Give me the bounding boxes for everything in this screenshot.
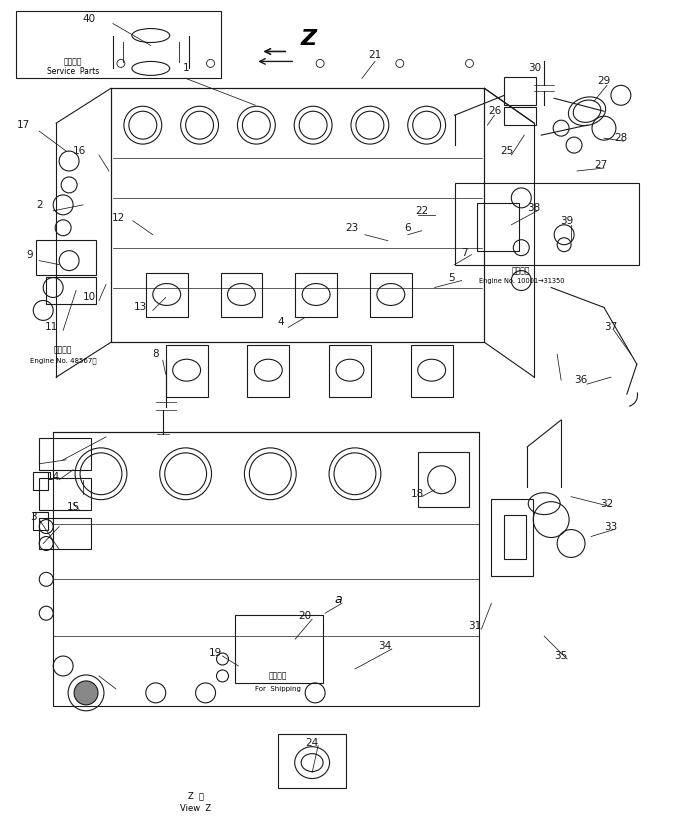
- Text: 30: 30: [528, 63, 541, 73]
- Text: 24: 24: [305, 738, 319, 748]
- Text: 28: 28: [614, 133, 627, 143]
- Bar: [370, 273, 412, 317]
- Text: 備品専用: 備品専用: [64, 57, 82, 66]
- Text: a: a: [334, 592, 342, 606]
- Bar: [504, 515, 527, 559]
- Bar: [295, 273, 337, 317]
- Bar: [417, 452, 469, 507]
- Bar: [166, 345, 207, 397]
- Text: 14: 14: [46, 472, 60, 482]
- Text: 15: 15: [66, 502, 79, 512]
- Text: 21: 21: [368, 51, 381, 61]
- Text: Z  視: Z 視: [187, 791, 204, 800]
- Text: 13: 13: [134, 303, 147, 313]
- Text: 32: 32: [600, 498, 614, 508]
- Text: 31: 31: [468, 622, 481, 631]
- Bar: [39, 478, 91, 510]
- Bar: [491, 498, 533, 577]
- Text: 適用号機: 適用号機: [54, 346, 73, 354]
- Bar: [278, 734, 346, 789]
- Text: 8: 8: [153, 349, 159, 359]
- Text: 37: 37: [605, 322, 618, 332]
- Bar: [329, 345, 371, 397]
- Bar: [146, 273, 188, 317]
- Text: 38: 38: [528, 203, 541, 213]
- Text: Engine No. 48567～: Engine No. 48567～: [30, 357, 97, 364]
- Text: 11: 11: [44, 322, 58, 332]
- Bar: [33, 472, 48, 490]
- Text: 22: 22: [415, 206, 428, 215]
- Text: 7: 7: [461, 248, 468, 258]
- Bar: [236, 615, 323, 683]
- Text: 6: 6: [404, 223, 411, 233]
- Text: For  Shipping: For Shipping: [256, 686, 301, 692]
- Bar: [39, 438, 91, 470]
- Bar: [410, 345, 453, 397]
- Text: 19: 19: [209, 648, 222, 658]
- Text: 1: 1: [182, 63, 189, 73]
- Text: 16: 16: [73, 146, 86, 156]
- Bar: [53, 432, 480, 706]
- Text: 適用号機: 適用号機: [512, 266, 531, 275]
- Text: Engine No. 10001→31350: Engine No. 10001→31350: [479, 278, 564, 284]
- Text: 40: 40: [82, 13, 95, 23]
- Text: 35: 35: [554, 651, 568, 661]
- Text: 39: 39: [560, 215, 574, 225]
- Text: 5: 5: [448, 273, 455, 283]
- Text: View  Z: View Z: [180, 804, 211, 813]
- Text: 17: 17: [17, 120, 30, 130]
- Bar: [477, 203, 520, 250]
- Text: 4: 4: [277, 317, 283, 327]
- Text: 3: 3: [30, 512, 37, 522]
- Bar: [46, 276, 96, 305]
- Bar: [220, 273, 263, 317]
- Text: 33: 33: [605, 522, 618, 532]
- Text: 2: 2: [36, 200, 43, 210]
- Bar: [455, 183, 638, 265]
- Text: 26: 26: [488, 106, 501, 116]
- Bar: [504, 107, 536, 125]
- Circle shape: [74, 681, 98, 705]
- Text: 10: 10: [82, 293, 95, 303]
- Polygon shape: [111, 88, 484, 342]
- Text: 9: 9: [26, 250, 32, 260]
- Bar: [111, 88, 484, 342]
- Text: Service  Parts: Service Parts: [47, 67, 100, 76]
- Bar: [504, 77, 536, 106]
- Text: 34: 34: [378, 641, 392, 651]
- Text: 23: 23: [346, 223, 359, 233]
- Text: 27: 27: [594, 160, 607, 170]
- Text: 20: 20: [299, 612, 312, 622]
- Text: 18: 18: [411, 488, 424, 498]
- Bar: [247, 345, 290, 397]
- Bar: [36, 240, 96, 275]
- Text: 重要副品: 重要副品: [269, 671, 287, 681]
- Text: 36: 36: [574, 375, 587, 385]
- Bar: [17, 11, 220, 78]
- Text: Z: Z: [300, 28, 316, 48]
- Bar: [39, 518, 91, 549]
- Bar: [33, 512, 48, 529]
- Text: 12: 12: [113, 213, 126, 223]
- Text: 25: 25: [501, 146, 514, 156]
- Text: 29: 29: [597, 77, 611, 87]
